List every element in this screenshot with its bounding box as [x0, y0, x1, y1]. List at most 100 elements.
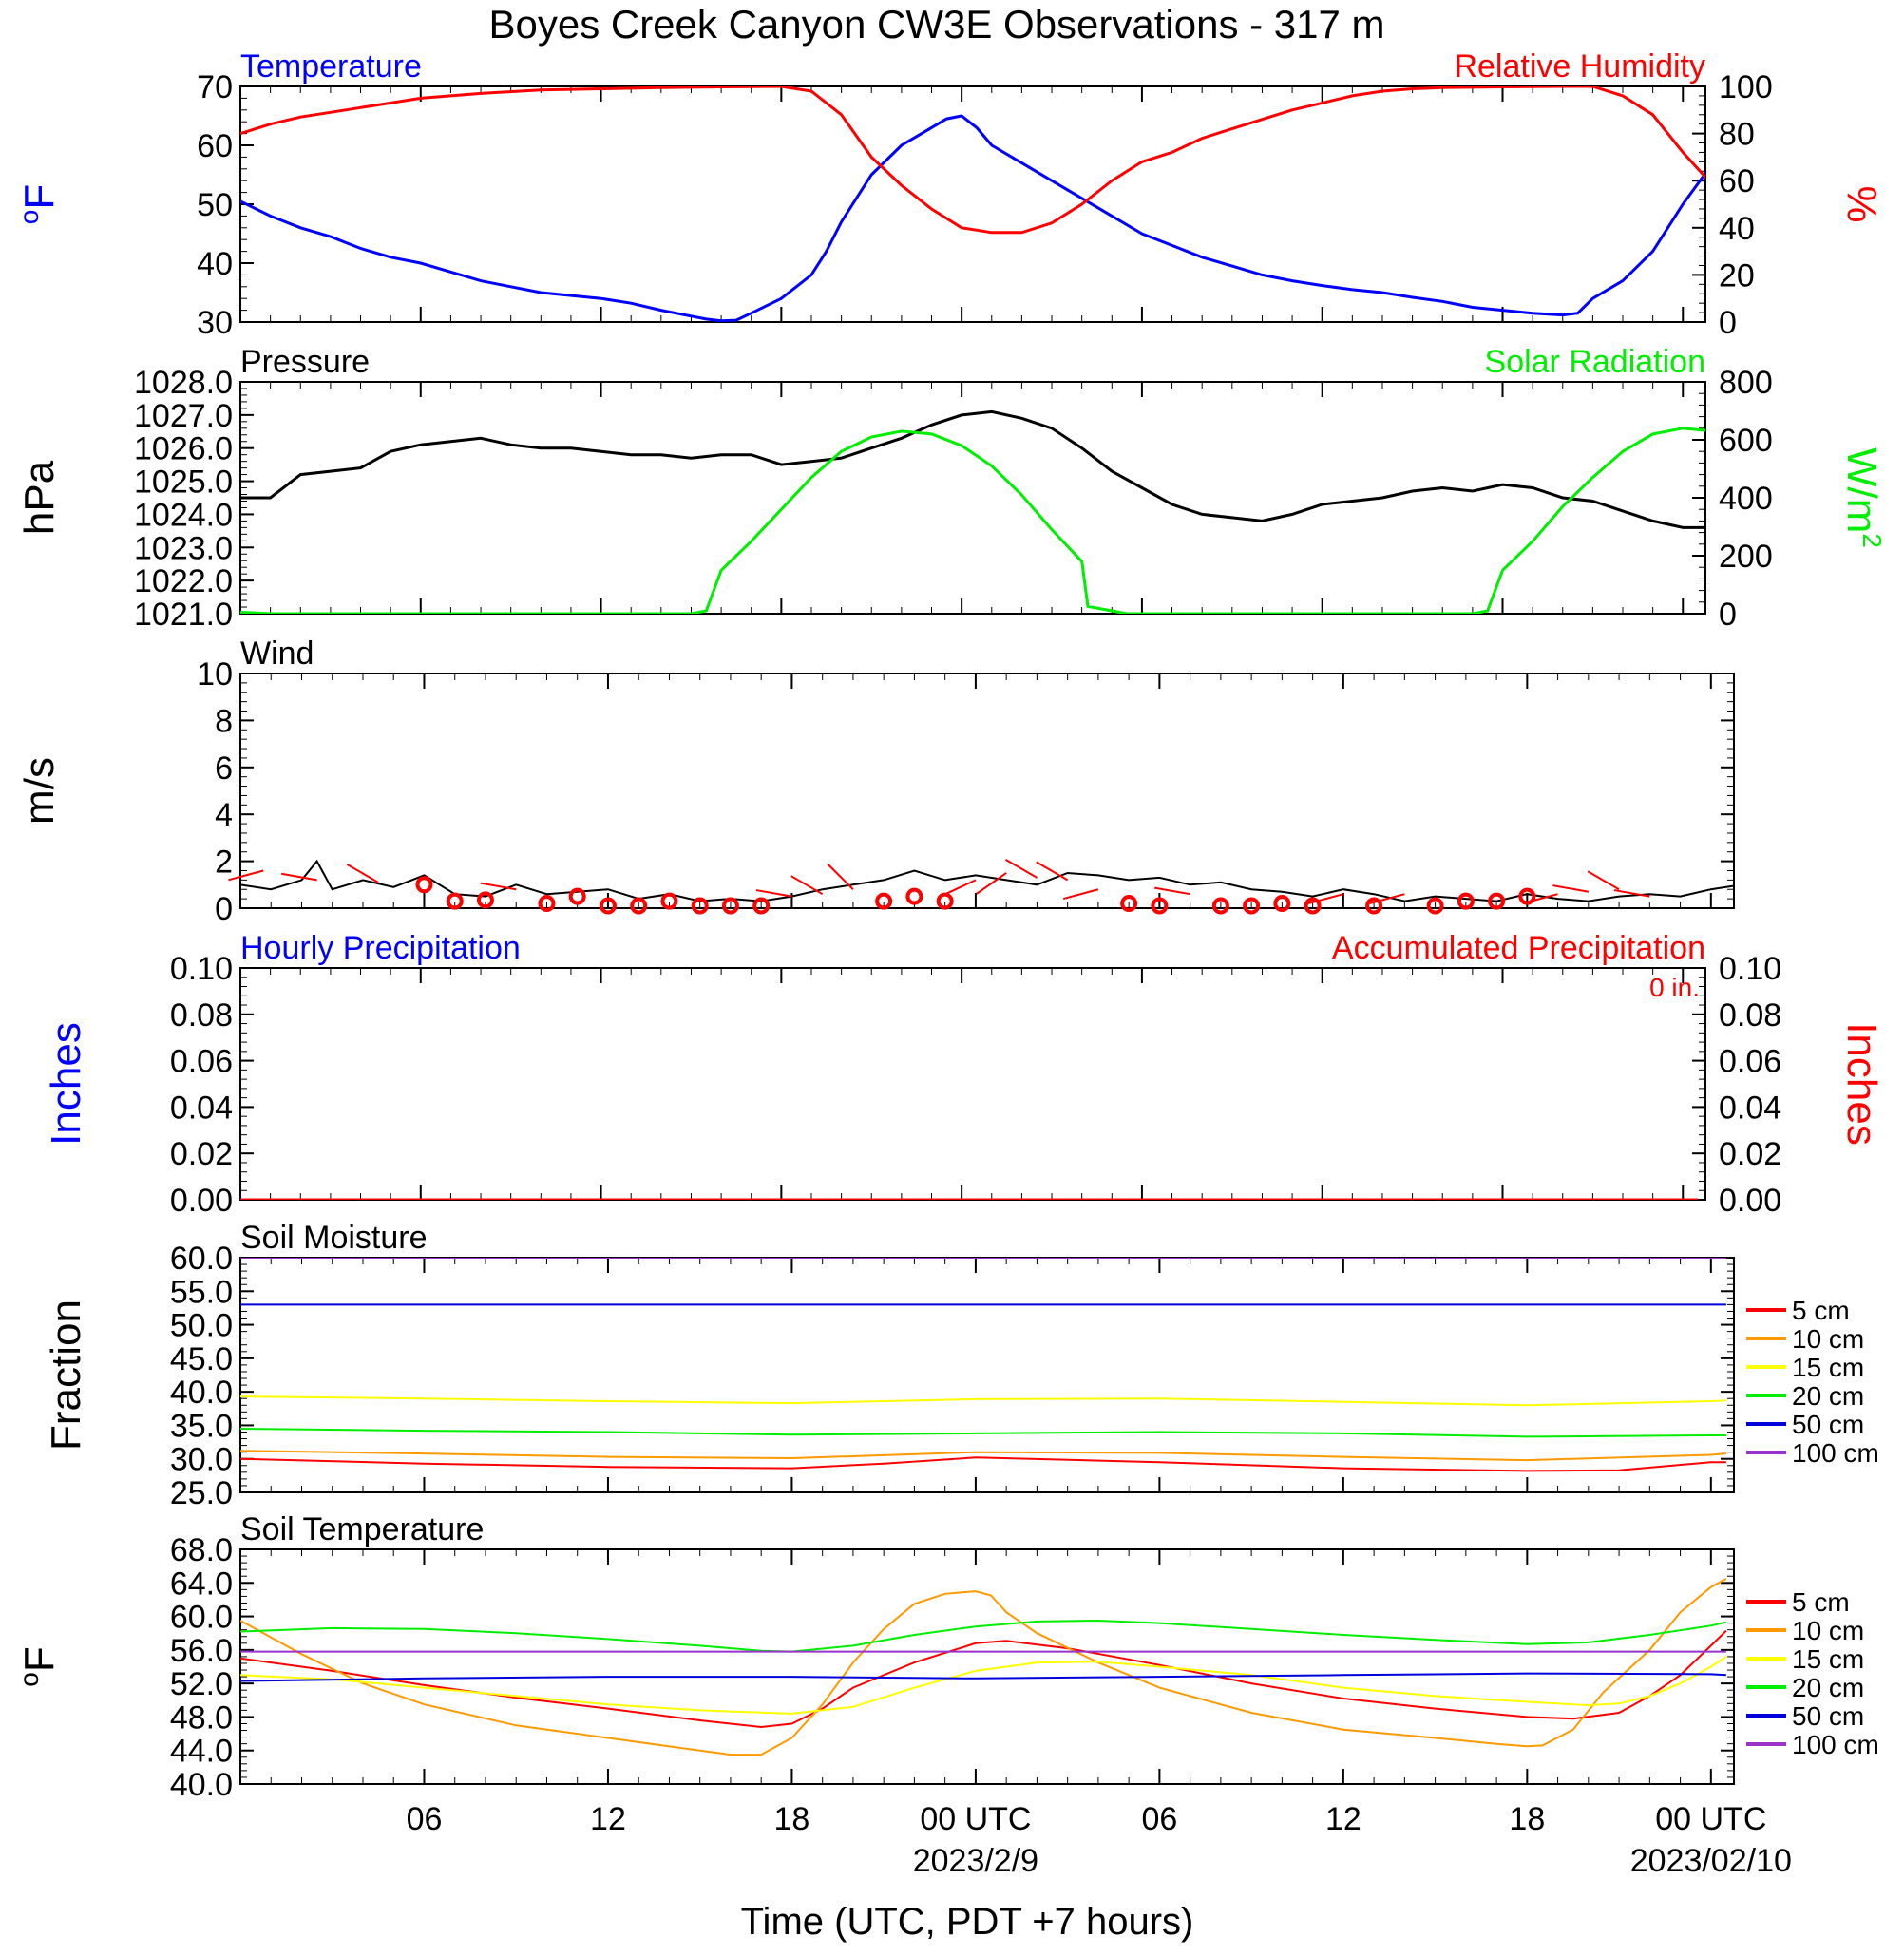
series-line-50-cm: [240, 1672, 1726, 1682]
legend-label: 50 cm: [1792, 1701, 1864, 1731]
y-tick-label: 1027.0: [134, 398, 233, 434]
series-line-solar-radiation: [240, 427, 1705, 614]
y-tick-label: 56.0: [170, 1633, 233, 1669]
x-tick-label: 06: [407, 1801, 443, 1837]
wind-barb: [1522, 893, 1558, 904]
wind-calm-marker: [752, 897, 771, 915]
y-tick-label: 2: [215, 845, 233, 881]
y-axis-title-left: hPa: [16, 460, 63, 535]
legend-label: 10 cm: [1792, 1616, 1864, 1645]
legend-label: 100 cm: [1792, 1438, 1879, 1468]
x-tick-label: 12: [1325, 1801, 1361, 1837]
wind-barb: [281, 872, 317, 882]
y-right-tick-label: 200: [1719, 539, 1773, 575]
wind-calm-marker: [905, 887, 923, 905]
plot-frame: [239, 381, 1706, 615]
y-tick-label: 35.0: [170, 1408, 233, 1444]
y-tick-label: 1021.0: [134, 597, 233, 633]
wind-calm-marker: [1120, 895, 1138, 913]
y-tick-label: 1022.0: [134, 563, 233, 599]
y-tick-label: 52.0: [170, 1666, 233, 1702]
y-right-tick-label: 400: [1719, 481, 1773, 517]
x-date-label: 2023/02/10: [1630, 1843, 1792, 1879]
wind-barb: [827, 863, 854, 890]
series-line-relative-humidity: [240, 86, 1705, 235]
y-right-tick-label: 0.02: [1719, 1136, 1781, 1172]
wind-barb: [1062, 888, 1099, 901]
series-line-10-cm: [240, 1578, 1727, 1756]
y-axis-title-left: oF: [14, 1646, 63, 1686]
legend-label: 15 cm: [1792, 1644, 1864, 1674]
series-line-5-cm: [240, 1629, 1727, 1729]
y-right-tick-label: 0.08: [1719, 997, 1781, 1034]
wind-barb: [1552, 884, 1590, 893]
wind-barb: [1613, 889, 1650, 898]
panel-precip: 0.00 0.02 0.04 0.06 0.08 0.10 0.00 0.02 0.04 0.06…: [43, 930, 1885, 1219]
wind-barb: [1369, 893, 1405, 904]
panel-title-left: Wind: [240, 636, 314, 672]
wind-barb: [1587, 870, 1620, 891]
y-right-tick-label: 0.00: [1719, 1183, 1781, 1219]
series-line-10-cm: [240, 1450, 1726, 1462]
legend-label: 100 cm: [1792, 1730, 1879, 1759]
y-tick-label: 0.10: [170, 951, 233, 987]
y-axis-title-left: m/s: [16, 757, 63, 825]
y-tick-label: 1026.0: [134, 431, 233, 467]
y-tick-label: 0: [215, 891, 233, 927]
x-tick-label: 18: [1509, 1801, 1545, 1837]
wind-calm-marker: [691, 897, 709, 915]
wind-barb: [1004, 859, 1038, 879]
wind-barb: [1036, 861, 1069, 882]
series-line-temperature: [240, 114, 1705, 322]
x-date-label: 2023/2/9: [913, 1843, 1038, 1879]
y-tick-label: 0.02: [170, 1136, 233, 1172]
y-tick-label: 30: [197, 305, 233, 341]
y-tick-label: 50.0: [170, 1308, 233, 1344]
y-axis-title-right: W/m2: [1838, 447, 1887, 548]
wind-calm-marker: [568, 887, 586, 905]
y-right-tick-label: 60: [1719, 163, 1755, 199]
wind-calm-marker: [1151, 897, 1169, 915]
y-tick-label: 40.0: [170, 1767, 233, 1803]
panel-title-left: Hourly Precipitation: [240, 930, 521, 966]
legend-label: 20 cm: [1792, 1673, 1864, 1702]
panel-title-right: Solar Radiation: [1485, 344, 1705, 380]
chart-title: Boyes Creek Canyon CW3E Observations - 3…: [488, 2, 1384, 47]
y-tick-label: 1028.0: [134, 365, 233, 401]
y-tick-label: 10: [197, 656, 233, 693]
y-tick-label: 64.0: [170, 1566, 233, 1602]
legend-label: 5 cm: [1792, 1296, 1850, 1325]
y-right-tick-label: 600: [1719, 423, 1773, 459]
plot-frame: [239, 967, 1706, 1201]
legend-label: 5 cm: [1792, 1587, 1850, 1617]
y-right-tick-label: 0: [1719, 305, 1737, 341]
wind-calm-marker: [1273, 895, 1291, 913]
y-tick-label: 44.0: [170, 1734, 233, 1770]
wind-barb: [942, 879, 977, 897]
y-tick-label: 70: [197, 69, 233, 105]
y-tick-label: 1025.0: [134, 465, 233, 501]
y-tick-label: 40: [197, 246, 233, 282]
y-tick-label: 4: [215, 797, 233, 833]
panel-title-right: Accumulated Precipitation: [1332, 930, 1705, 966]
series-line-20-cm: [240, 1428, 1726, 1438]
legend-label: 50 cm: [1792, 1410, 1864, 1439]
wind-calm-marker: [476, 891, 494, 909]
wind-calm-marker: [446, 892, 464, 910]
legend-label: 15 cm: [1792, 1353, 1864, 1382]
series-line-20-cm: [240, 1619, 1727, 1653]
y-tick-label: 1023.0: [134, 530, 233, 566]
panel-title-left: Temperature: [240, 48, 422, 85]
y-right-tick-label: 40: [1719, 211, 1755, 247]
wind-calm-marker: [1243, 897, 1261, 915]
y-tick-label: 6: [215, 750, 233, 787]
wind-calm-marker: [875, 892, 893, 910]
wind-calm-marker: [660, 892, 678, 910]
y-tick-label: 55.0: [170, 1274, 233, 1310]
y-right-tick-label: 0.06: [1719, 1044, 1781, 1080]
y-tick-label: 0.00: [170, 1183, 233, 1219]
panel-title-left: Soil Temperature: [240, 1511, 484, 1547]
y-right-tick-label: 0.10: [1719, 951, 1781, 987]
